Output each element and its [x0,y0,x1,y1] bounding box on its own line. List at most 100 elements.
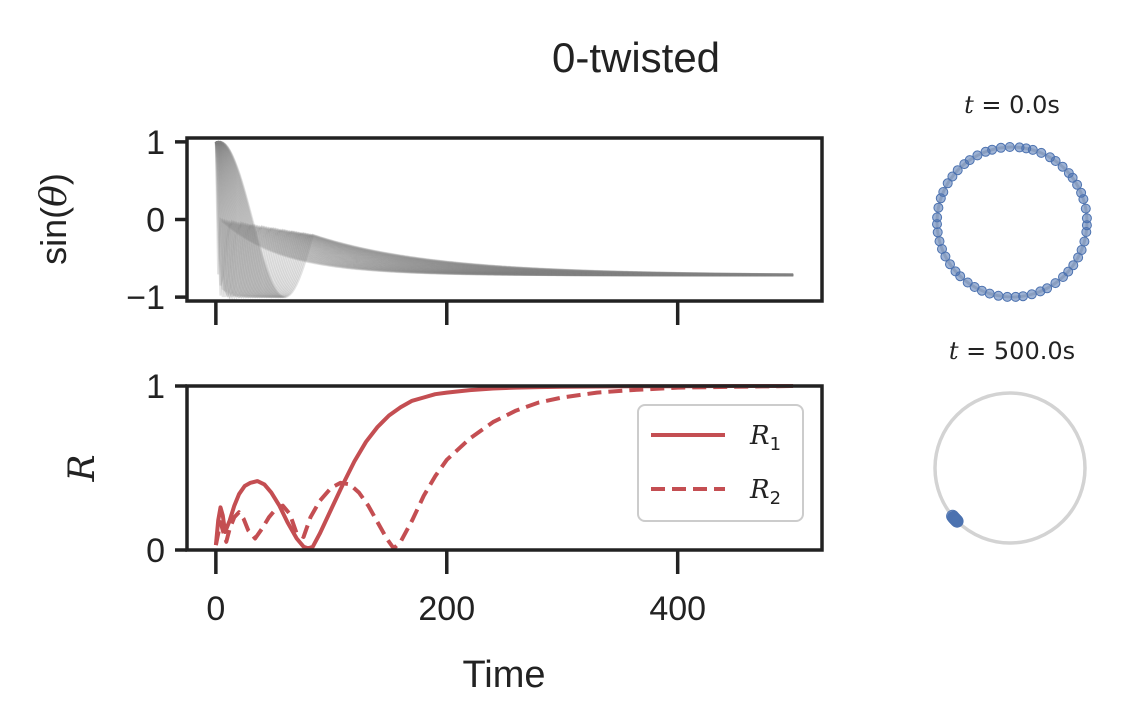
oscillator-point [1072,179,1083,190]
phase-trace [215,140,794,299]
phase-trace [214,141,794,297]
phase-trace [215,140,794,299]
oscillator-point [1050,278,1061,289]
oscillator-point [984,288,995,299]
phase-trace [215,140,794,299]
phase-trace [215,140,794,299]
series-r2 [213,384,794,551]
oscillator-point [1018,291,1028,302]
legend-label-r1: R1 [749,421,781,455]
phase-trace [215,141,794,299]
legend-label-r2: R2 [749,475,781,509]
oscillators-final [946,509,964,528]
snapshot-initial: t = 0.0s [932,91,1092,302]
order-x-tick-label: 400 [649,590,706,628]
oscillator-point [955,271,966,282]
order-y-axis: 10 [146,368,187,570]
oscillator-point [1081,220,1092,231]
oscillator-point [1057,161,1068,172]
oscillator-point [942,178,953,189]
phase-trace [214,141,794,301]
oscillator-point [932,227,943,238]
oscillator-point [1080,203,1091,214]
phase-y-axis: 1 0 −1 [126,124,187,317]
order-y-tick-label: 1 [146,368,165,406]
phase-trace [215,140,794,299]
phase-trace [215,141,794,299]
oscillator-point [1076,245,1087,255]
phase-trace [214,141,794,301]
phase-trace [215,141,794,299]
snapshot-final: t = 500.0s [933,337,1087,545]
phase-trace [215,140,794,299]
oscillator-point [1063,168,1074,179]
oscillator-point [995,142,1006,153]
phase-trace [214,141,794,298]
phase-trace [214,141,794,277]
oscillator-point [972,150,983,161]
order-parameter-panel: 10 0 200 400 R Time R1 R2 [62,368,824,696]
phase-trace [215,141,794,299]
order-x-tick-label: 0 [206,590,225,628]
phase-y-tick-label: 1 [146,124,165,162]
oscillator-point [945,259,955,270]
phase-trace [214,141,794,300]
order-panel-frame [185,384,824,552]
oscillator-point [952,165,963,176]
phase-trace [215,140,794,299]
oscillator-point [1063,266,1074,277]
phase-trace [215,140,794,299]
oscillator-point [1002,291,1013,302]
oscillator-point [947,171,958,182]
phase-trace [215,141,794,299]
phase-trace [214,141,794,298]
phase-trace [214,141,794,286]
oscillator-point [1036,147,1047,158]
phase-x-axis [214,301,680,325]
phase-trace [215,141,794,298]
phase-trace [214,141,794,296]
phase-trace [215,140,794,299]
phase-trace [215,140,794,299]
phase-trace [215,140,794,298]
x-axis-label: Time [462,654,545,696]
order-y-tick-label: 0 [146,532,165,570]
phase-trace [215,140,794,299]
snapshot-final-label: t = 500.0s [949,337,1075,365]
oscillator-point [1014,142,1025,153]
phase-trace [214,141,794,293]
phase-traces [214,140,794,301]
oscillator-point [932,219,942,230]
phase-trace [215,141,794,299]
phase-trace [215,141,794,299]
phase-trace [215,140,794,299]
oscillator-point [1004,142,1015,152]
phase-y-tick-label: 0 [146,202,165,240]
phase-trace [214,141,794,301]
phase-trace [214,141,794,299]
oscillator-point [1068,260,1079,271]
order-x-axis: 0 200 400 [206,550,706,628]
phase-trace [214,141,794,298]
phase-trace [215,141,794,298]
phase-trace [215,140,794,299]
phase-trace [215,141,794,299]
phase-trace [215,140,794,299]
oscillator-point [933,202,944,213]
oscillators-initial [932,142,1092,302]
oscillator-point [1042,283,1053,294]
phase-trace [215,140,794,299]
figure-title: 0-twisted [552,34,720,81]
unit-circle-final [933,391,1087,545]
oscillator-point [1045,152,1055,163]
phase-trace [215,141,794,299]
oscillator-point [1026,289,1037,300]
phase-y-tick-label: −1 [126,279,165,317]
phase-trace [215,141,794,299]
phase-panel: 1 0 −1 sin(θ) [33,124,824,325]
oscillator-point [940,251,951,262]
order-x-tick-label: 200 [418,590,475,628]
phase-trace [215,141,794,299]
phase-trace [215,141,794,300]
